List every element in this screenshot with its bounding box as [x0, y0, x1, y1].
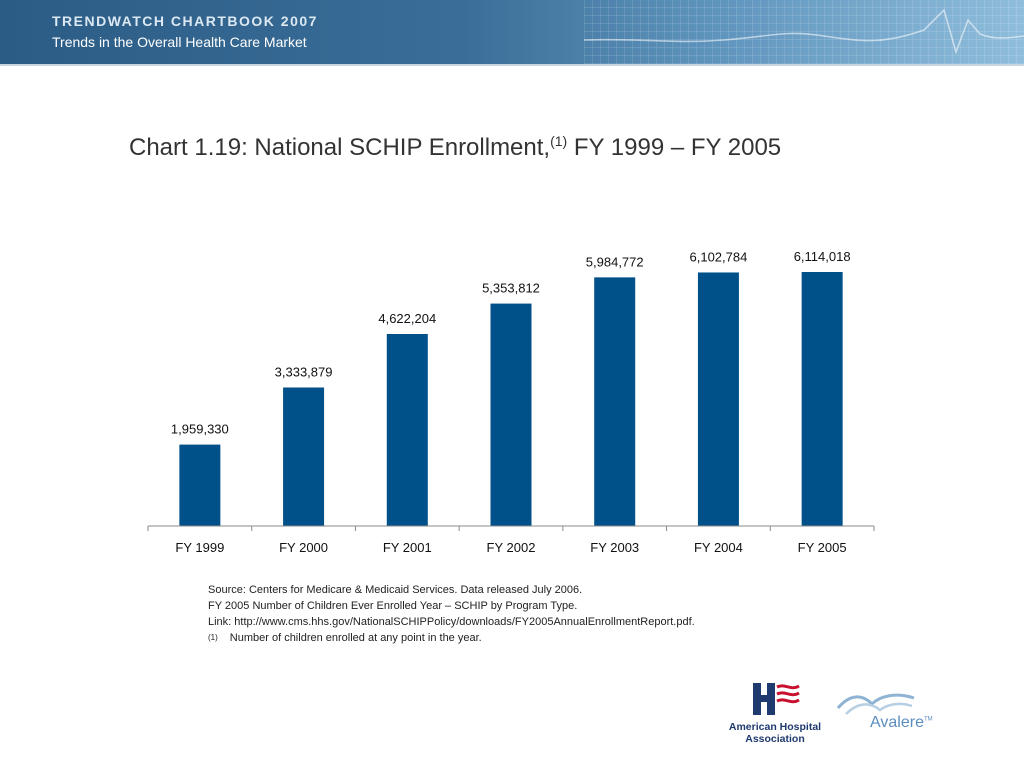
source-detail-line: FY 2005 Number of Children Ever Enrolled… — [208, 600, 578, 612]
category-label: FY 2000 — [279, 540, 328, 555]
value-label: 6,114,018 — [794, 249, 851, 264]
category-label: FY 2002 — [487, 540, 536, 555]
banner-title: TRENDWATCH CHARTBOOK 2007 — [52, 13, 318, 29]
chart-title-suffix: FY 1999 – FY 2005 — [567, 134, 782, 161]
chart-title-main: Chart 1.19: National SCHIP Enrollment, — [129, 134, 551, 161]
aha-name-line1: American Hospital — [728, 721, 822, 733]
value-label: 5,984,772 — [586, 254, 644, 269]
bar-fy-2001 — [386, 333, 428, 526]
aha-logo: American Hospital Association — [722, 682, 828, 745]
bar-fy-2003 — [594, 277, 636, 526]
bar-fy-1999 — [179, 444, 221, 526]
x-axis — [147, 525, 875, 531]
footnote-text: Number of children enrolled at any point… — [229, 632, 482, 644]
category-label: FY 1999 — [175, 540, 224, 555]
chart-title: Chart 1.19: National SCHIP Enrollment,(1… — [129, 133, 782, 162]
value-label: 5,353,812 — [482, 281, 540, 296]
aha-h-flag-icon — [753, 683, 800, 715]
bar-fy-2005 — [801, 272, 843, 526]
avalere-logo: AvalereTM — [836, 690, 946, 740]
value-label: 1,959,330 — [171, 422, 229, 437]
chart-title-footnote-marker: (1) — [550, 133, 568, 149]
category-label: FY 2001 — [383, 540, 432, 555]
footnote-line: (1) Number of children enrolled at any po… — [208, 630, 695, 646]
value-label: 4,622,204 — [378, 311, 436, 326]
bar-fy-2004 — [697, 272, 739, 526]
heartbeat-wave-icon — [584, 8, 1024, 55]
banner-divider — [0, 64, 1024, 66]
category-label: FY 2005 — [798, 540, 847, 555]
avalere-wordmark: Avalere — [870, 714, 924, 731]
labels-group: 1,959,330 FY 1999 3,333,879 FY 2000 4,622,20… — [171, 249, 851, 555]
enrollment-bar-chart: 1,959,330 FY 1999 3,333,879 FY 2000 4,622,20… — [147, 249, 875, 555]
aha-name-line2: Association — [745, 733, 805, 745]
banner-subtitle: Trends in the Overall Health Care Market — [52, 34, 307, 50]
source-line: Source: Centers for Medicare & Medicaid … — [208, 584, 583, 596]
value-label: 3,333,879 — [275, 364, 333, 379]
avalere-name: AvalereTM — [870, 714, 933, 732]
value-label: 6,102,784 — [690, 249, 748, 264]
category-label: FY 2003 — [590, 540, 639, 555]
avalere-trademark: TM — [923, 716, 933, 723]
bar-fy-2002 — [490, 303, 532, 526]
source-notes: Source: Centers for Medicare & Medicaid … — [208, 582, 695, 646]
category-label: FY 2004 — [694, 540, 743, 555]
bar-fy-2000 — [283, 387, 325, 526]
avalere-wave-icon — [836, 693, 915, 715]
footnote-marker: (1) — [208, 633, 218, 642]
header-banner: TRENDWATCH CHARTBOOK 2007 Trends in the … — [0, 0, 1024, 64]
source-link-line: Link: http://www.cms.hhs.gov/NationalSCH… — [208, 616, 695, 628]
bars-group — [179, 272, 843, 526]
